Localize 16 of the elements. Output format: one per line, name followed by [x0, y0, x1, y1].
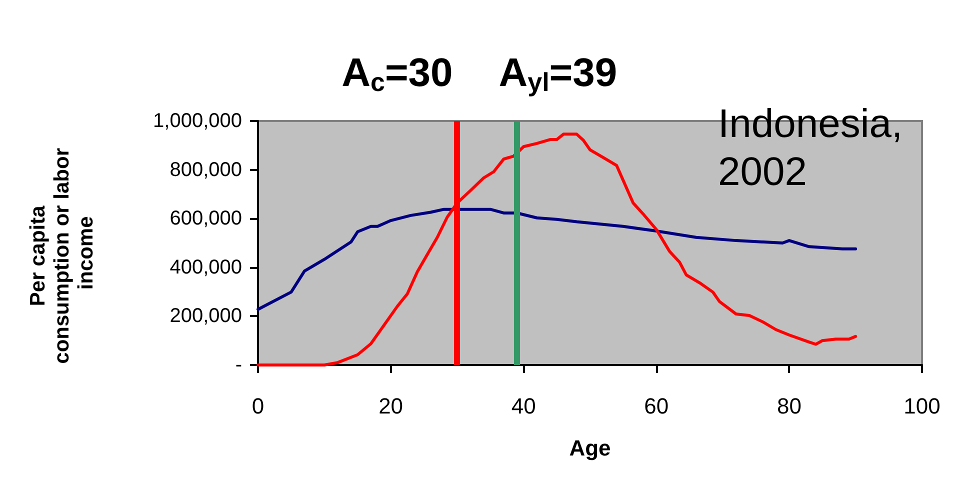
x-tick-label: 100: [904, 394, 940, 418]
line-series: [256, 208, 858, 311]
x-tick-label: 60: [644, 394, 669, 418]
y-tick-label: 600,000: [170, 208, 242, 230]
y-tick-label: 200,000: [170, 305, 242, 328]
y-axis-title: Per capita consumption or labor income: [26, 142, 98, 364]
x-tick-label: 0: [252, 394, 264, 418]
y-tick-label: 800,000: [170, 158, 242, 181]
x-tick-label: 80: [776, 394, 802, 418]
x-axis-title: Age: [569, 436, 611, 460]
y-tick-label: 400,000: [170, 256, 242, 278]
x-tick-label: 40: [511, 394, 536, 418]
x-tick-label: 20: [378, 394, 404, 418]
annotation: Indonesia, 2002: [718, 102, 903, 194]
y-tick-label: 1,000,000: [153, 110, 242, 132]
y-tick-label: -: [235, 354, 242, 376]
